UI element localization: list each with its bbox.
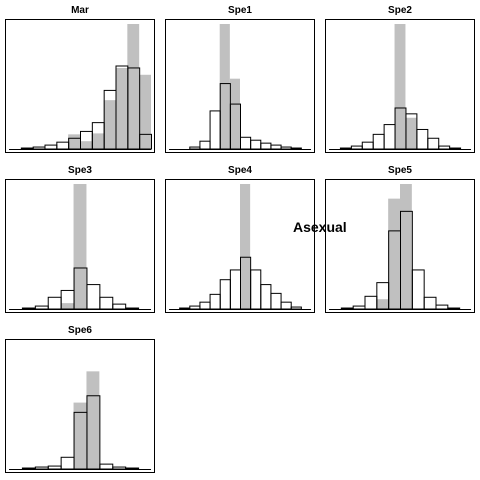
bar-outline [229,269,242,310]
panel-frame-spe4 [165,179,315,313]
histogram-panels: Mar Spe1 Spe2 Spe3 Spe4 Spe5 Spe6 [5,5,475,473]
overlay-label: Asexual [293,219,347,235]
bar-outline [364,295,378,310]
bar-outline [290,306,302,310]
bar-outline [21,467,36,470]
panel-title-spe6: Spe6 [68,325,92,336]
panel-frame-spe6 [5,339,155,473]
bar-outline [447,307,461,310]
bar-outline [435,304,449,310]
bar-filled [405,117,417,149]
bar-outline [112,466,127,470]
bar-outline [199,140,211,150]
bar-outline [189,305,201,310]
bar-outline [438,145,451,150]
bar-outline [250,139,262,150]
bar-outline [250,269,262,310]
bar-outline [125,467,140,470]
bar-filled [73,402,87,469]
bar-outline [350,145,363,150]
bar-outline [352,305,366,310]
bar-outline [209,110,221,150]
bar-filled [240,184,251,309]
bar-outline [56,141,70,150]
bar-filled [229,78,240,149]
bar-outline [60,456,75,470]
bar-outline [44,144,58,150]
bar-outline [21,307,36,310]
panel-title-spe1: Spe1 [228,5,252,16]
panel-spe3: Spe3 [5,165,155,313]
bar-filled [60,303,74,309]
bar-filled [80,141,92,149]
bar-filled [73,184,87,309]
bar-outline [449,147,462,150]
bar-outline [290,147,302,150]
bar-filled [400,184,412,309]
panel-spe2: Spe2 [325,5,475,153]
bar-outline [47,296,62,310]
panel-frame-spe5 [325,179,475,313]
bar-outline [179,307,191,310]
bar-outline [340,307,354,310]
bar-outline [339,147,352,150]
bar-outline [112,303,127,310]
bar-outline [372,133,385,150]
panel-title-mar: Mar [71,5,89,16]
bar-outline [20,147,34,150]
bar-outline [270,144,282,150]
bar-outline [99,296,114,310]
bar-filled [394,24,406,149]
bar-outline [34,466,49,470]
panel-title-spe5: Spe5 [388,165,412,176]
bar-outline [86,284,101,310]
bar-outline [32,146,46,150]
panel-mar: Mar [5,5,155,153]
bar-filled [139,74,151,149]
panel-spe6: Spe6 [5,325,155,473]
panel-frame-spe3 [5,179,155,313]
bar-outline [189,146,201,150]
bar-outline [199,301,211,310]
bar-outline [280,146,292,150]
bar-outline [427,137,440,150]
bar-outline [240,136,252,150]
panel-frame-mar [5,19,155,153]
bar-filled [86,371,100,469]
panel-title-spe2: Spe2 [388,5,412,16]
panel-spe1: Spe1 [165,5,315,153]
bar-outline [423,296,437,310]
bar-filled [388,198,400,309]
bar-filled [376,299,389,309]
panel-title-spe3: Spe3 [68,165,92,176]
bar-outline [270,292,282,310]
panel-title-spe4: Spe4 [228,165,252,176]
bar-outline [260,284,272,310]
bar-filled [103,100,116,149]
bar-filled [127,24,140,149]
bar-outline [416,128,429,150]
bar-filled [91,133,104,149]
bar-filled [115,67,128,149]
bar-outline [280,301,292,310]
panel-spe4: Spe4 [165,165,315,313]
bar-outline [411,269,425,310]
bar-outline [219,279,231,310]
bar-outline [209,293,221,310]
bar-outline [47,465,62,470]
panel-spe5: Spe5 [325,165,475,313]
bar-outline [125,307,140,310]
bar-outline [361,141,374,150]
panel-frame-spe2 [325,19,475,153]
bar-filled [68,134,80,149]
bar-filled [219,24,230,149]
bar-outline [99,463,114,470]
bar-outline [260,142,272,150]
bar-outline [383,124,396,150]
bar-outline [34,305,49,310]
panel-frame-spe1 [165,19,315,153]
